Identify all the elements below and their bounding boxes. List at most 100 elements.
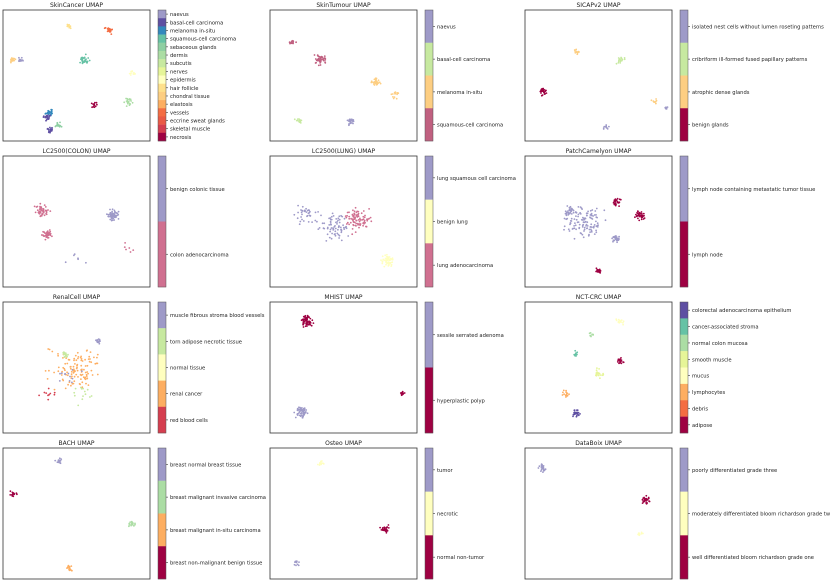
data-point [334,230,337,233]
data-point [132,249,135,252]
data-point [124,242,126,244]
data-point [364,214,366,217]
data-point [348,217,351,220]
legend-label: necrosis [170,135,192,141]
data-point [112,217,115,220]
data-point [109,215,112,218]
data-point [637,217,639,220]
data-point [42,208,45,210]
data-point [349,221,352,224]
data-point [84,378,87,381]
data-point [401,391,403,394]
data-point [96,339,99,341]
data-point [565,389,567,392]
data-point [298,223,301,226]
data-point [305,322,307,325]
data-point [47,113,50,116]
data-point [648,500,650,502]
data-point [73,253,76,256]
data-point [589,231,591,234]
data-point [44,370,47,372]
legend-swatch [158,34,166,43]
data-point [356,222,359,225]
data-point [582,223,585,226]
data-point [593,233,596,236]
data-point [388,258,390,261]
legend-swatch [158,328,166,355]
data-point [82,387,84,390]
data-point [357,210,360,213]
data-point [322,59,325,62]
data-point [645,497,648,500]
data-point [583,218,585,221]
data-point [384,254,387,257]
legend-label: lung adenocarcinoma [437,263,493,269]
legend-swatch [158,380,166,407]
data-point [82,376,85,379]
data-point [575,415,578,418]
data-point [57,459,60,462]
data-point [112,219,114,222]
data-point [113,219,116,221]
legend-swatch [425,108,433,142]
data-point [395,97,398,100]
plot-frame [524,447,673,580]
data-point [620,362,623,365]
data-point [81,381,84,384]
data-point [645,502,648,505]
data-point [67,564,70,567]
legend-swatch [158,448,166,481]
data-point [603,209,606,212]
data-point [291,40,293,42]
data-point [591,209,594,211]
data-point [76,369,79,372]
legend-label: benign colonic tissue [170,187,225,193]
data-point [392,96,394,98]
data-point [595,220,597,223]
data-point [66,355,68,358]
data-point [296,407,299,410]
legend-label: hyperplastic polyp [437,398,486,404]
data-point [84,365,87,367]
data-point [308,320,311,323]
legend-label: breast normal breast tissue [170,462,241,468]
data-point [596,371,598,373]
data-point [572,227,574,230]
data-point [54,459,57,462]
data-point [299,120,302,123]
data-point [130,72,132,75]
data-point [314,62,317,64]
data-point [110,33,113,35]
data-point [19,58,21,61]
legend-label: nerves [170,69,188,75]
data-point [73,359,75,362]
data-point [396,92,398,94]
data-point [573,225,575,227]
data-point [585,212,588,215]
data-point [98,339,101,342]
data-point [75,367,78,370]
data-point [324,59,327,61]
data-point [618,362,620,365]
data-point [593,225,595,228]
data-point [303,318,306,321]
data-point [56,121,59,124]
data-point [69,366,72,368]
data-point [45,392,48,394]
data-point [125,248,127,251]
legend-swatch [680,156,688,222]
data-point [595,270,597,273]
legend-label: benign lung [437,220,468,226]
umap-panel: RenalCell UMAP muscle fibrous stroma bloo… [2,294,265,434]
data-point [301,205,304,208]
legend-swatch [680,318,688,335]
data-point [596,268,599,271]
data-point [642,218,645,220]
data-point [58,380,61,382]
data-point [87,384,90,386]
data-point [297,119,299,122]
data-point [74,354,77,357]
data-point [75,373,78,376]
data-point [381,260,384,263]
data-point [586,227,589,230]
